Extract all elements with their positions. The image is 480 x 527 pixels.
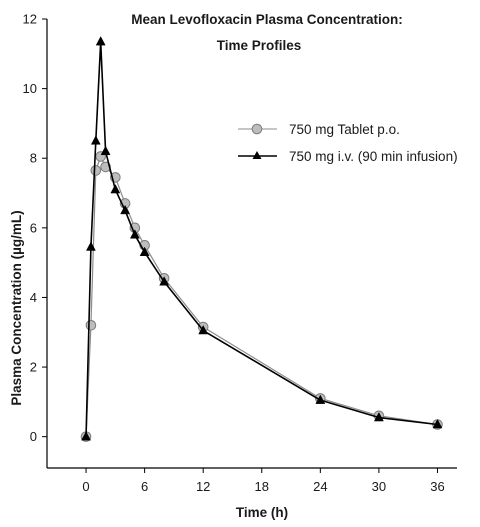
legend-label-tablet: 750 mg Tablet p.o.: [289, 122, 400, 137]
series-line: [85, 40, 438, 437]
data-point: [110, 184, 121, 194]
data-point: [90, 135, 101, 145]
y-axis-ticks: 0 2 4 6 8 10 12: [23, 12, 47, 444]
x-tick-label: 0: [82, 479, 89, 494]
y-axis-label: Plasma Concentration (µg/mL): [9, 210, 24, 405]
x-tick-label: 30: [372, 479, 386, 494]
data-point: [120, 204, 131, 215]
data-point: [95, 36, 106, 46]
data-point: [315, 394, 326, 404]
chart-title-line-2: Time Profiles: [217, 38, 302, 53]
data-point: [129, 229, 140, 239]
chart-title-line-1: Mean Levofloxacin Plasma Concentration:: [131, 12, 403, 27]
x-tick-label: 36: [430, 479, 444, 494]
data-point: [86, 241, 96, 251]
data-point: [81, 431, 91, 441]
x-tick-label: 24: [313, 479, 327, 494]
x-tick-label: 18: [255, 479, 269, 494]
legend-marker-tablet: [251, 123, 263, 135]
legend-label-iv: 750 mg i.v. (90 min infusion): [289, 149, 458, 164]
series-iv: [81, 36, 443, 441]
legend-marker-iv: [252, 151, 262, 159]
y-tick-label: 2: [30, 360, 37, 375]
y-tick-label: 12: [23, 12, 37, 27]
data-point: [139, 246, 150, 256]
y-tick-label: 10: [23, 81, 37, 96]
y-tick-label: 4: [30, 290, 37, 305]
data-point: [432, 418, 443, 429]
x-axis-ticks: 0 6 12 18 24 30 36: [82, 468, 445, 494]
y-tick-label: 6: [30, 220, 37, 235]
x-axis-label: Time (h): [236, 505, 288, 520]
data-point: [159, 276, 170, 286]
y-tick-label: 8: [30, 151, 37, 166]
series-layer: [80, 36, 443, 442]
data-point: [373, 411, 384, 422]
legend: 750 mg Tablet p.o. 750 mg i.v. (90 min i…: [238, 122, 458, 164]
y-tick-label: 0: [30, 429, 37, 444]
data-point: [100, 145, 111, 156]
data-point: [90, 165, 102, 176]
data-point: [198, 324, 209, 335]
data-point: [85, 319, 97, 331]
x-tick-label: 12: [196, 479, 210, 494]
x-tick-label: 6: [141, 479, 148, 494]
